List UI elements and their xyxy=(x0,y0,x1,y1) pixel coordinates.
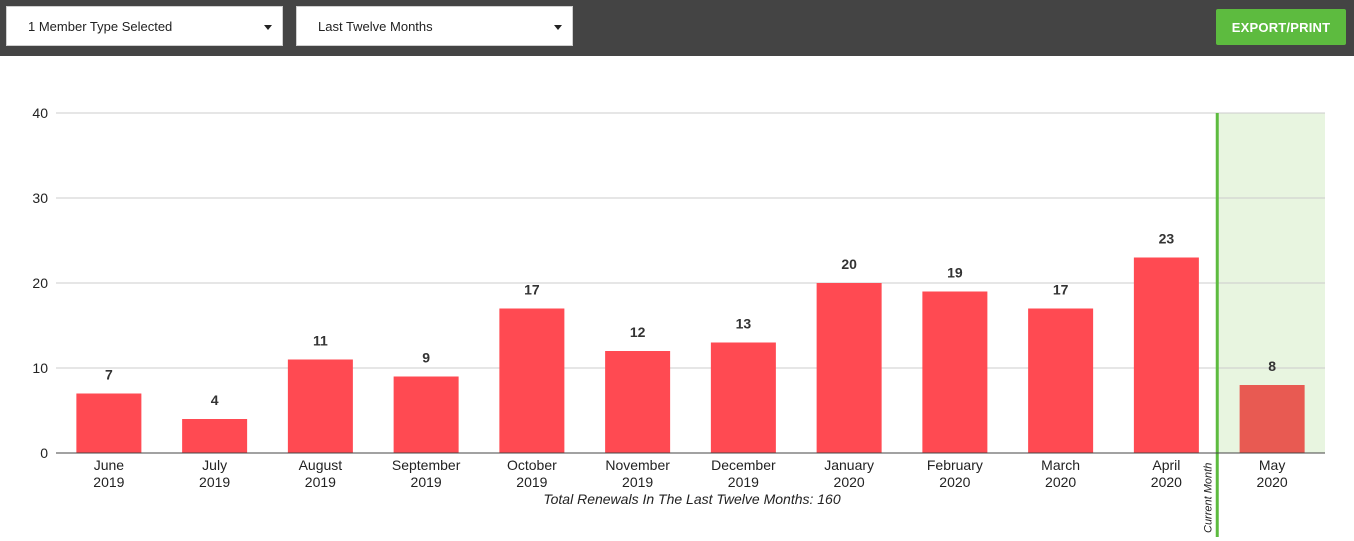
data-label: 12 xyxy=(630,324,646,340)
x-tick-label-year: 2019 xyxy=(199,474,230,490)
bar xyxy=(922,291,988,453)
data-label: 17 xyxy=(524,282,540,298)
member-type-select[interactable]: 1 Member Type Selected xyxy=(6,6,283,46)
x-tick-label-year: 2020 xyxy=(1151,474,1182,490)
y-tick-label: 10 xyxy=(32,360,48,376)
x-tick-label-month: February xyxy=(927,457,983,473)
bar xyxy=(1028,308,1094,453)
bar xyxy=(499,308,565,453)
x-tick-label-month: October xyxy=(507,457,557,473)
bar xyxy=(816,283,882,453)
x-tick-label-month: December xyxy=(711,457,776,473)
data-label: 19 xyxy=(947,265,963,281)
x-tick-label-year: 2020 xyxy=(834,474,865,490)
current-month-label: Current Month xyxy=(1202,463,1214,533)
chart-caption: Total Renewals In The Last Twelve Months… xyxy=(543,491,840,507)
data-label: 13 xyxy=(736,316,752,332)
export-print-button[interactable]: EXPORT/PRINT xyxy=(1216,9,1346,45)
data-label: 7 xyxy=(105,367,113,383)
x-tick-label-year: 2019 xyxy=(516,474,547,490)
chevron-down-icon xyxy=(554,25,562,30)
data-label: 4 xyxy=(211,392,219,408)
renewals-bar-chart: 0102030407June20194July201911August20199… xyxy=(32,105,1325,537)
data-label: 8 xyxy=(1268,358,1276,374)
x-tick-label-year: 2019 xyxy=(93,474,124,490)
bar xyxy=(182,419,248,453)
x-tick-label-year: 2019 xyxy=(411,474,442,490)
bar xyxy=(1239,385,1305,453)
x-tick-label-year: 2020 xyxy=(1257,474,1288,490)
x-tick-label-month: July xyxy=(202,457,227,473)
chevron-down-icon xyxy=(264,25,272,30)
bar xyxy=(710,342,776,453)
y-tick-label: 40 xyxy=(32,105,48,121)
x-tick-label-month: November xyxy=(605,457,670,473)
period-select-label: Last Twelve Months xyxy=(318,19,433,34)
data-label: 11 xyxy=(313,333,328,349)
x-tick-label-month: June xyxy=(94,457,125,473)
x-tick-label-month: May xyxy=(1259,457,1285,473)
x-tick-label-year: 2020 xyxy=(1045,474,1076,490)
y-tick-label: 20 xyxy=(32,275,48,291)
x-tick-label-month: April xyxy=(1152,457,1180,473)
toolbar: 1 Member Type Selected Last Twelve Month… xyxy=(0,0,1354,56)
x-tick-label-month: January xyxy=(824,457,874,473)
bar xyxy=(1133,257,1199,453)
member-type-select-label: 1 Member Type Selected xyxy=(28,19,173,34)
bar xyxy=(393,376,459,453)
x-tick-label-year: 2019 xyxy=(305,474,336,490)
x-tick-label-month: March xyxy=(1041,457,1080,473)
data-label: 23 xyxy=(1159,231,1175,247)
y-tick-label: 30 xyxy=(32,190,48,206)
period-select[interactable]: Last Twelve Months xyxy=(296,6,573,46)
x-tick-label-year: 2020 xyxy=(939,474,970,490)
x-tick-label-month: August xyxy=(299,457,343,473)
data-label: 17 xyxy=(1053,282,1069,298)
x-tick-label-month: September xyxy=(392,457,461,473)
x-tick-label-year: 2019 xyxy=(622,474,653,490)
bar xyxy=(76,393,142,453)
bar xyxy=(287,359,353,453)
data-label: 9 xyxy=(422,350,430,366)
y-tick-label: 0 xyxy=(40,445,48,461)
data-label: 20 xyxy=(841,256,857,272)
bar xyxy=(605,351,671,453)
x-tick-label-year: 2019 xyxy=(728,474,759,490)
